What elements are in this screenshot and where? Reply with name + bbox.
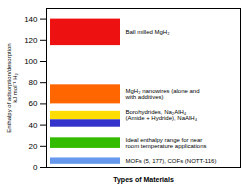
svg-text:Borohydrides, Na₂AlH₄(Amide +: Borohydrides, Na₂AlH₄(Amide + Hydride), … bbox=[126, 109, 198, 121]
svg-text:60: 60 bbox=[29, 99, 38, 108]
svg-text:20: 20 bbox=[29, 142, 38, 151]
svg-text:0: 0 bbox=[33, 163, 38, 172]
svg-text:40: 40 bbox=[29, 121, 38, 130]
svg-text:120: 120 bbox=[24, 36, 38, 45]
svg-text:MgH₂ nanowires (alone andwith: MgH₂ nanowires (alone andwith additives) bbox=[125, 88, 200, 100]
svg-text:Types of Materials: Types of Materials bbox=[113, 176, 174, 184]
svg-text:Ideal enthalpy range for nearr: Ideal enthalpy range for nearroom temper… bbox=[126, 137, 207, 149]
svg-text:MOFs (5, 177), COFs (NOTT-116): MOFs (5, 177), COFs (NOTT-116) bbox=[126, 158, 217, 164]
svg-text:100: 100 bbox=[24, 57, 38, 66]
svg-text:80: 80 bbox=[29, 78, 38, 87]
svg-text:140: 140 bbox=[24, 15, 38, 24]
svg-text:Ball milled MgH₂: Ball milled MgH₂ bbox=[126, 29, 171, 35]
svg-text:Enthalpy of adsorption/desorpt: Enthalpy of adsorption/desorptionkJ mol⁻… bbox=[6, 43, 18, 132]
